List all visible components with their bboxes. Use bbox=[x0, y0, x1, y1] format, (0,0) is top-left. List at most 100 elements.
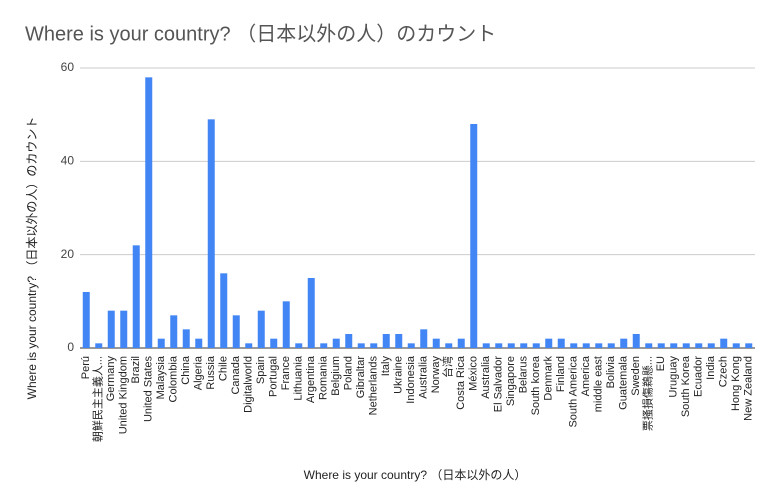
x-tick-label: China bbox=[180, 355, 192, 385]
x-tick-label: Perú bbox=[80, 356, 92, 379]
bar bbox=[332, 338, 340, 348]
y-axis-title: Where is your country? （日本以外の人）のカウント bbox=[25, 117, 39, 400]
bar bbox=[220, 273, 228, 348]
bar bbox=[345, 334, 353, 348]
bar bbox=[620, 338, 628, 348]
bar bbox=[307, 278, 315, 348]
bar bbox=[470, 124, 478, 348]
x-tick-label: Singapore bbox=[505, 356, 517, 406]
bar bbox=[732, 343, 740, 348]
x-tick-label: Finland bbox=[555, 356, 567, 392]
x-tick-label: 朝鮮民主主義人... bbox=[91, 356, 105, 442]
bar bbox=[457, 338, 465, 348]
bar bbox=[445, 343, 453, 348]
bar bbox=[657, 343, 665, 348]
bar bbox=[145, 77, 153, 348]
x-tick-label: Hong Kong bbox=[730, 356, 742, 411]
x-tick-label: Portugal bbox=[268, 356, 280, 397]
x-tick-label: America bbox=[580, 355, 592, 396]
bar bbox=[682, 343, 690, 348]
x-tick-label: Argentina bbox=[305, 355, 317, 403]
x-tick-label: El Salvador bbox=[493, 356, 505, 413]
bar bbox=[107, 310, 115, 348]
bar bbox=[295, 343, 303, 348]
x-tick-label: Italy bbox=[380, 356, 392, 377]
bar bbox=[270, 338, 278, 348]
x-tick-label: France bbox=[280, 356, 292, 390]
x-tick-label: Netherlands bbox=[368, 356, 380, 416]
x-tick-label: EU bbox=[655, 356, 667, 371]
x-tick-label: Germany bbox=[105, 356, 117, 402]
bar bbox=[670, 343, 678, 348]
bar bbox=[632, 334, 640, 348]
bar bbox=[370, 343, 378, 348]
bar bbox=[407, 343, 415, 348]
x-tick-label: India bbox=[705, 355, 717, 380]
bar bbox=[707, 343, 715, 348]
bar bbox=[645, 343, 653, 348]
x-tick-label: middle east bbox=[593, 356, 605, 412]
x-tick-label: Canada bbox=[230, 355, 242, 394]
bar bbox=[482, 343, 490, 348]
x-axis-title: Where is your country? （日本以外の人） bbox=[304, 468, 527, 482]
bar bbox=[157, 338, 165, 348]
x-tick-label: 票搔損傷鵜懸... bbox=[641, 356, 655, 431]
x-tick-label: South America bbox=[568, 355, 580, 427]
x-tick-label: Belgium bbox=[330, 356, 342, 396]
x-tick-label: Guatemala bbox=[618, 355, 630, 410]
bar bbox=[95, 343, 103, 348]
x-tick-label: Denmark bbox=[543, 356, 555, 401]
x-tick-label: Colombia bbox=[168, 355, 180, 402]
bar bbox=[545, 338, 553, 348]
x-tick-label: Indonesia bbox=[405, 355, 417, 404]
x-tick-label: United Kingdom bbox=[118, 356, 130, 434]
x-tick-label: Belarus bbox=[518, 356, 530, 394]
bar bbox=[207, 119, 215, 348]
bar bbox=[395, 334, 403, 348]
x-tick-label: Norway bbox=[430, 356, 442, 394]
chart-title: Where is your country? （日本以外の人）のカウント bbox=[25, 22, 496, 45]
bar bbox=[132, 245, 140, 348]
x-tick-label: Australia bbox=[418, 355, 430, 399]
x-tick-label: Digitalworld bbox=[243, 356, 255, 413]
x-tick-label: México bbox=[468, 356, 480, 391]
bar bbox=[120, 310, 128, 348]
bar bbox=[170, 315, 178, 348]
bar bbox=[82, 292, 90, 348]
bar bbox=[595, 343, 603, 348]
x-tick-label: South Korea bbox=[680, 355, 692, 417]
x-tick-label: Romania bbox=[318, 355, 330, 400]
bar bbox=[382, 334, 390, 348]
x-tick-label: Malaysia bbox=[155, 355, 167, 399]
x-tick-label: United States bbox=[143, 356, 155, 423]
x-tick-label: Algeria bbox=[193, 355, 205, 390]
x-tick-label: Poland bbox=[343, 356, 355, 390]
bar bbox=[195, 338, 203, 348]
bar bbox=[245, 343, 253, 348]
bar bbox=[420, 329, 428, 348]
x-tick-label: Bolivia bbox=[605, 355, 617, 388]
x-tick-label: 台湾 bbox=[441, 356, 455, 378]
bar bbox=[320, 343, 328, 348]
bar bbox=[432, 338, 440, 348]
x-tick-label: Spain bbox=[255, 356, 267, 384]
x-tick-label: Brazil bbox=[130, 356, 142, 384]
y-tick-label: 60 bbox=[61, 60, 75, 74]
bar bbox=[557, 338, 565, 348]
x-tick-label: Russia bbox=[205, 355, 217, 390]
bar bbox=[520, 343, 528, 348]
x-tick-label: Ukraine bbox=[393, 356, 405, 394]
x-tick-label: Uruguay bbox=[668, 356, 680, 398]
x-tick-label: Ecuador bbox=[693, 356, 705, 397]
x-tick-label: Czech bbox=[718, 356, 730, 387]
bar bbox=[532, 343, 540, 348]
bar bbox=[232, 315, 240, 348]
bar bbox=[582, 343, 590, 348]
bar bbox=[720, 338, 728, 348]
x-tick-label: South korea bbox=[530, 355, 542, 415]
bar bbox=[357, 343, 365, 348]
bar bbox=[607, 343, 615, 348]
y-tick-label: 0 bbox=[67, 340, 74, 354]
x-tick-label: Sweden bbox=[630, 356, 642, 396]
